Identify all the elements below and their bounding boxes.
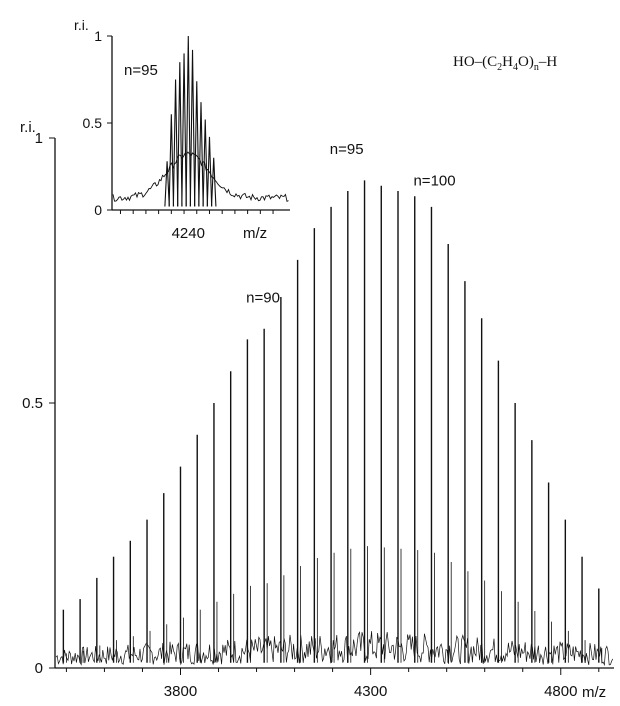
x-tick-label-4300: 4300 [354, 683, 387, 700]
inset-x-axis-label: m/z [243, 225, 267, 242]
inset-peak [198, 102, 204, 207]
main-y-axis-label: r.i. [20, 119, 36, 136]
main-x-axis-label: m/z [582, 684, 606, 701]
main-spectrum: 3800 4300 4800 00.51 n=90n=95n=100 r.i. m/… [20, 119, 614, 701]
inset-peak [172, 79, 179, 207]
inset-peak [181, 53, 187, 207]
inset-peak [206, 136, 213, 207]
main-y-ticks: 00.51 [22, 130, 55, 677]
x-tick-label-4800: 4800 [544, 683, 577, 700]
inset-y-tick-label-0: 0 [94, 202, 102, 218]
inset-y-tick-label-0.5: 0.5 [83, 115, 103, 131]
formula-part-b: H [502, 54, 513, 70]
inset-peak [202, 119, 208, 207]
main-annotations: n=90 n=95 n=100 [246, 141, 455, 306]
annotation-n100: n=100 [413, 173, 455, 190]
inset-x-ticks: 4240 [119, 210, 274, 242]
inset-peak [185, 35, 192, 207]
inset-peak [189, 49, 196, 207]
annotation-n90: n=90 [246, 289, 280, 306]
inset-y-ticks: 00.51 [83, 28, 112, 218]
inset-peak [210, 157, 217, 207]
y-tick-label-0: 0 [35, 660, 43, 677]
formula-sub-4: 4 [513, 62, 518, 73]
inset-peaks [164, 35, 217, 207]
inset-annotation-n95: n=95 [124, 62, 158, 79]
inset-y-tick-label-1: 1 [94, 28, 102, 44]
polymer-formula: HO–(C2H4O)n–H [453, 54, 557, 73]
inset-peak [194, 81, 200, 207]
inset-baseline-noise [112, 151, 289, 202]
formula-part-c: O) [518, 54, 534, 70]
formula-sub-2: 2 [497, 62, 502, 73]
formula-part-d: –H [538, 54, 558, 70]
main-peaks [62, 180, 603, 663]
inset-noise-trace [112, 151, 289, 202]
main-x-ticks: 3800 4300 4800 [65, 668, 600, 700]
inset-peak [177, 62, 183, 207]
inset-y-axis-label: r.i. [74, 17, 89, 33]
annotation-n95: n=95 [330, 141, 364, 158]
y-tick-label-1: 1 [35, 130, 43, 147]
inset-peak [168, 114, 175, 207]
x-tick-label-3800: 3800 [164, 683, 197, 700]
formula-part-a: HO–(C [453, 54, 497, 70]
formula-sub-n: n [534, 62, 539, 73]
inset-spectrum: 4240 00.51 r.i. m/z n=95 [74, 17, 295, 242]
inset-peak [164, 161, 170, 207]
y-tick-label-0.5: 0.5 [22, 395, 43, 412]
inset-x-tick-label-4240: 4240 [172, 225, 205, 242]
